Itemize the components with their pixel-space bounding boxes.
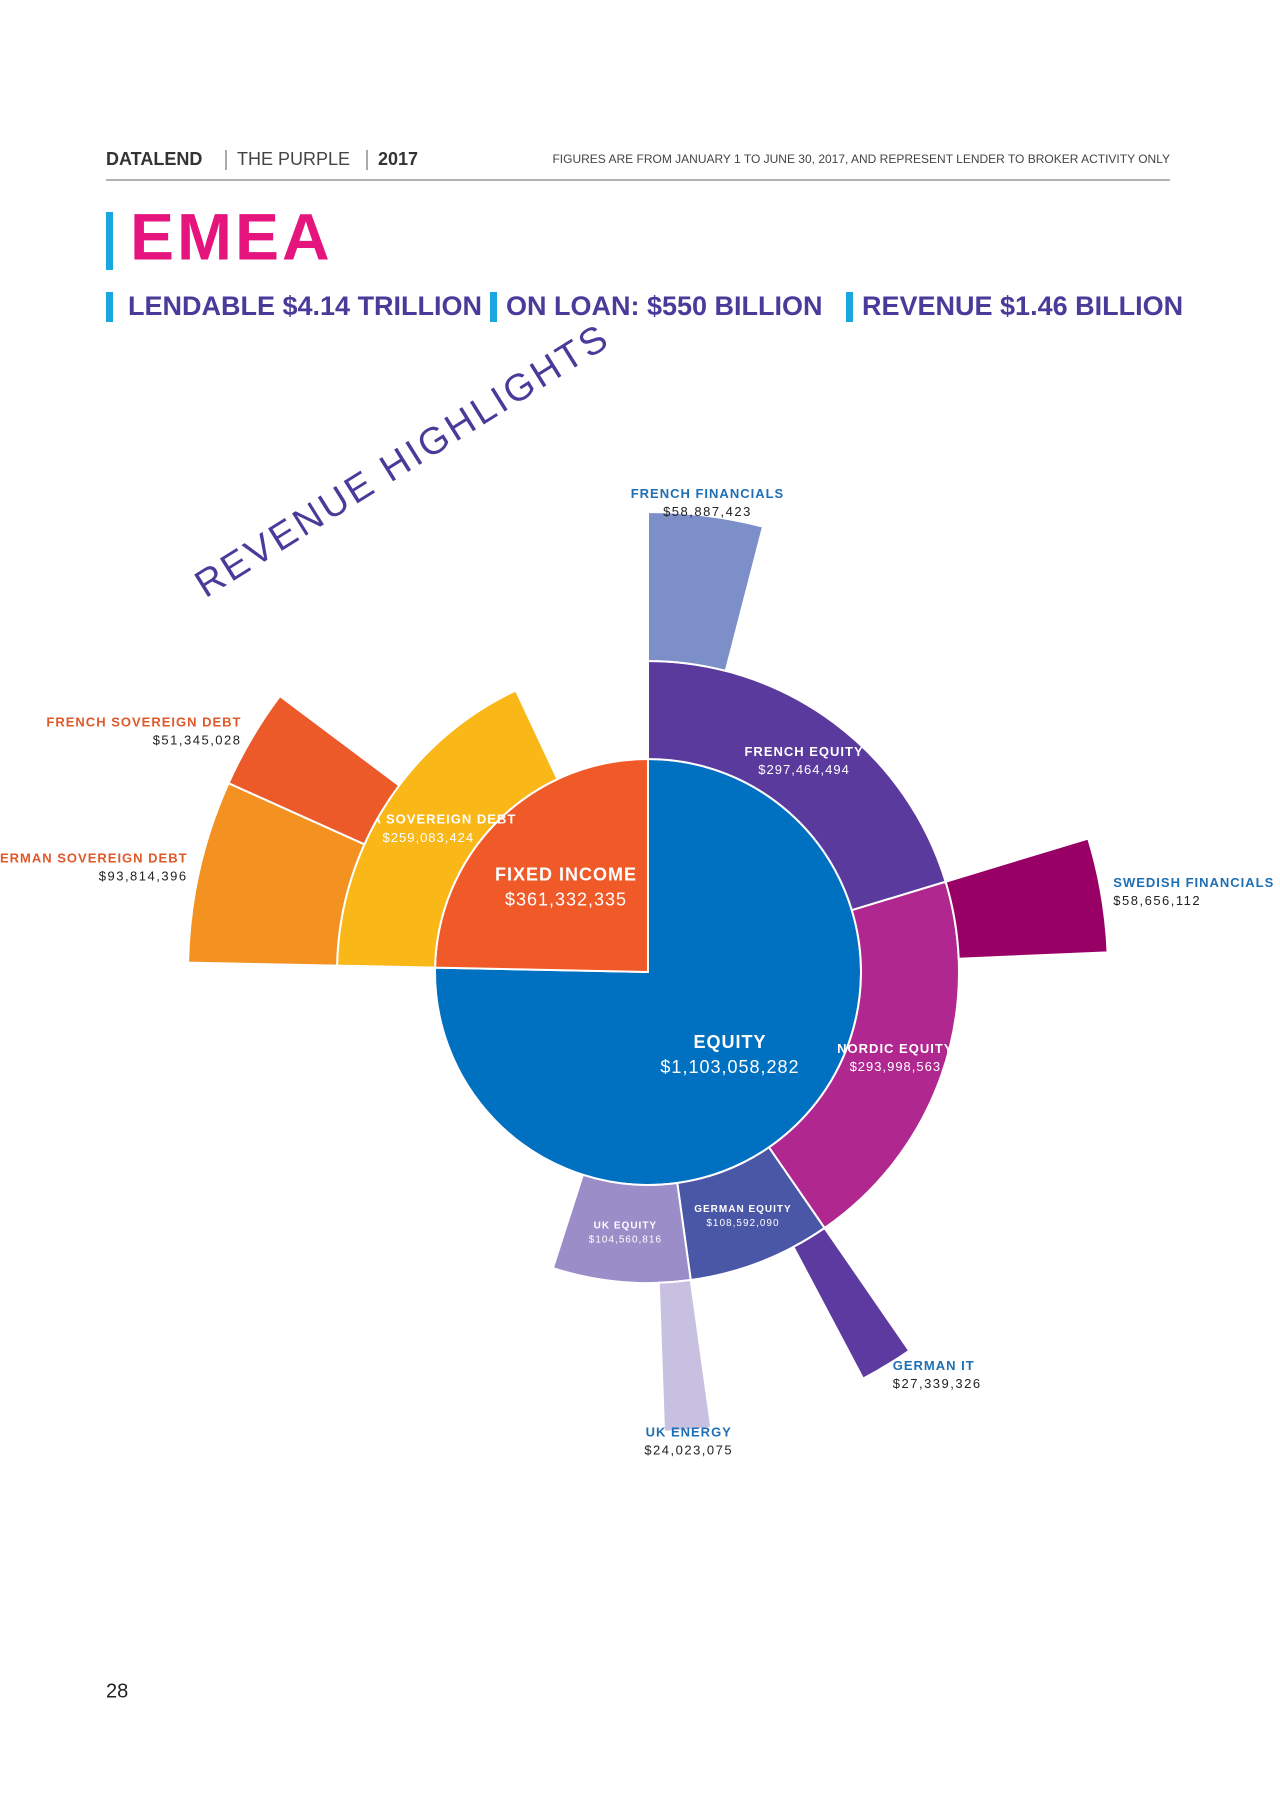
segment <box>227 694 401 846</box>
segment-value: $293,998,563 <box>850 1059 942 1074</box>
segment-name: SWEDISH FINANCIALS <box>1113 875 1274 890</box>
segment-name: EQUITY <box>693 1032 766 1052</box>
segment <box>551 1173 692 1285</box>
stat: ON LOAN: $550 BILLION <box>506 291 823 321</box>
segment-name: GERMAN EQUITY <box>694 1204 791 1215</box>
segment-name: UK ENERGY <box>646 1425 732 1440</box>
chart-title: REVENUE HIGHLIGHTS <box>188 316 618 606</box>
note: FIGURES ARE FROM JANUARY 1 TO JUNE 30, 2… <box>552 152 1170 166</box>
segment-name: FRENCH EQUITY <box>744 744 863 759</box>
title-bar <box>106 212 113 270</box>
page-title: EMEA <box>130 199 333 273</box>
segment-value: $361,332,335 <box>505 890 627 910</box>
segment <box>944 837 1109 960</box>
publication: THE PURPLE <box>237 149 350 169</box>
segment-value: $297,464,494 <box>758 762 850 777</box>
segment-value: $1,103,058,282 <box>660 1057 799 1077</box>
stat-bar <box>490 292 497 322</box>
stat: REVENUE $1.46 BILLION <box>862 291 1183 321</box>
segment-value: $58,887,423 <box>663 504 752 519</box>
segment <box>647 659 947 912</box>
segment-value: $104,560,816 <box>589 1235 662 1246</box>
segment <box>792 1226 911 1380</box>
segment-value: $51,345,028 <box>153 733 242 748</box>
stat-bar <box>846 292 853 322</box>
segment-name: FIXED INCOME <box>495 864 637 884</box>
segment-value: $259,083,424 <box>383 830 475 845</box>
segment-name: GERMAN SOVEREIGN DEBT <box>0 851 188 866</box>
segment <box>657 1278 713 1433</box>
brand: DATALEND <box>106 149 202 169</box>
segment-value: $58,656,112 <box>1113 893 1201 908</box>
segment <box>647 510 765 673</box>
segment-name: NORDIC EQUITY <box>837 1041 953 1056</box>
stat-bar <box>106 292 113 322</box>
segment-name: GERMAN IT <box>893 1358 975 1373</box>
segment-name: FRENCH FINANCIALS <box>631 486 785 501</box>
segment-value: $27,339,326 <box>893 1376 982 1391</box>
sunburst: EQUITY $1,103,058,282 FRENCH EQUITY $297,46… <box>0 486 1274 1458</box>
segment-name: UK EQUITY <box>594 1221 657 1232</box>
segment-name: FRENCH SOVEREIGN DEBT <box>46 715 241 730</box>
segment-value: $93,814,396 <box>99 869 188 884</box>
year: 2017 <box>378 149 418 169</box>
page-number: 28 <box>106 1680 128 1702</box>
segment-value: $24,023,075 <box>644 1443 733 1458</box>
stat: LENDABLE $4.14 TRILLION <box>128 291 482 321</box>
segment-value: $108,592,090 <box>706 1218 779 1229</box>
segment-name: EMEA SOVEREIGN DEBT <box>340 812 516 827</box>
